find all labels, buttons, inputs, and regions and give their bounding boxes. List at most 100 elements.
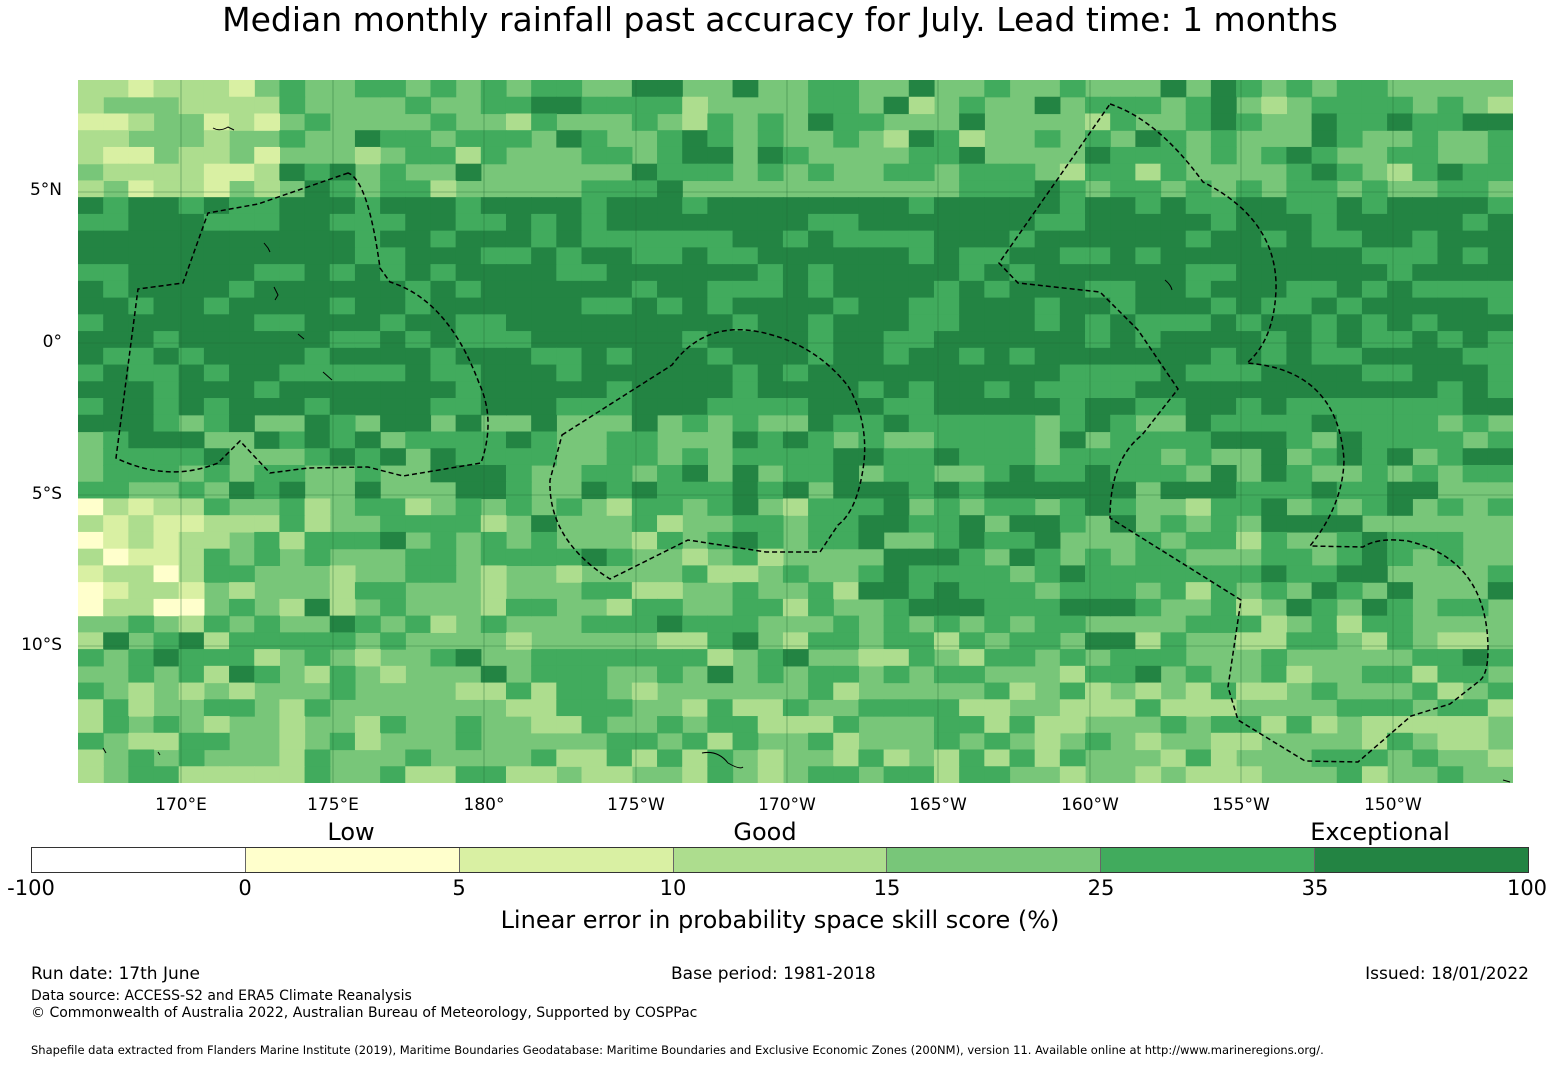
skill-cell bbox=[1185, 749, 1212, 767]
skill-cell bbox=[581, 247, 608, 265]
skill-cell bbox=[1034, 347, 1061, 366]
skill-cell bbox=[455, 347, 482, 366]
skill-cell bbox=[1085, 481, 1111, 500]
skill-cell bbox=[1286, 80, 1313, 98]
skill-cell bbox=[933, 414, 960, 433]
skill-cell bbox=[455, 331, 482, 349]
skill-cell bbox=[405, 766, 432, 783]
skill-cell bbox=[933, 766, 960, 783]
skill-cell bbox=[380, 515, 406, 533]
skill-cell bbox=[1387, 197, 1413, 215]
skill-cell bbox=[430, 230, 457, 248]
skill-cell bbox=[631, 280, 658, 299]
skill-cell bbox=[1336, 565, 1363, 583]
skill-cell bbox=[757, 146, 784, 165]
skill-cell bbox=[732, 548, 759, 567]
skill-cell bbox=[1110, 297, 1136, 315]
skill-cell bbox=[304, 531, 331, 550]
skill-cell bbox=[480, 766, 507, 783]
skill-cell bbox=[883, 280, 910, 299]
skill-cell bbox=[556, 498, 583, 516]
skill-cell bbox=[153, 582, 180, 600]
skill-cell bbox=[1135, 197, 1162, 215]
skill-cell bbox=[1487, 247, 1513, 265]
skill-cell bbox=[304, 749, 331, 767]
skill-cell bbox=[128, 163, 155, 182]
skill-cell bbox=[430, 649, 457, 667]
lon-label-155w: 155°W bbox=[1212, 795, 1270, 815]
skill-cell bbox=[858, 398, 885, 416]
skill-cell bbox=[1361, 565, 1388, 583]
skill-cell bbox=[556, 280, 583, 299]
skill-cell bbox=[455, 280, 482, 299]
skill-cell bbox=[103, 398, 129, 416]
skill-cell bbox=[1437, 96, 1464, 115]
skill-cell bbox=[128, 665, 155, 684]
skill-cell bbox=[858, 230, 885, 248]
skill-cell bbox=[229, 213, 255, 232]
skill-cell bbox=[1210, 766, 1237, 783]
skill-cell bbox=[354, 582, 381, 600]
skill-cell bbox=[78, 314, 104, 332]
skill-cell bbox=[178, 331, 205, 349]
skill-cell bbox=[1236, 632, 1262, 650]
skill-cell bbox=[657, 364, 683, 382]
skill-cell bbox=[354, 331, 381, 349]
skill-cell bbox=[933, 398, 960, 416]
skill-cell bbox=[1009, 230, 1036, 248]
skill-cell bbox=[556, 314, 583, 332]
skill-cell bbox=[1437, 297, 1464, 315]
skill-cell bbox=[78, 230, 104, 248]
skill-cell bbox=[757, 431, 784, 449]
skill-cell bbox=[203, 80, 230, 98]
skill-cell bbox=[1085, 448, 1111, 466]
skill-cell bbox=[1487, 464, 1513, 483]
skill-cell bbox=[1236, 716, 1262, 734]
skill-cell bbox=[1185, 615, 1212, 633]
skill-cell bbox=[1336, 96, 1363, 115]
skill-cell bbox=[1311, 498, 1338, 516]
skill-cell bbox=[1236, 598, 1262, 617]
skill-cell bbox=[858, 448, 885, 466]
skill-cell bbox=[203, 230, 230, 248]
skill-cell bbox=[959, 716, 985, 734]
skill-cell bbox=[1487, 163, 1513, 182]
skill-cell bbox=[279, 766, 306, 783]
skill-cell bbox=[631, 414, 658, 433]
skill-cell bbox=[858, 297, 885, 315]
skill-cell bbox=[1185, 331, 1212, 349]
skill-cell bbox=[380, 297, 406, 315]
skill-cell bbox=[808, 398, 834, 416]
skill-cell bbox=[103, 197, 129, 215]
skill-cell bbox=[1034, 197, 1061, 215]
skill-cell bbox=[1034, 96, 1061, 115]
skill-cell bbox=[1185, 531, 1212, 550]
skill-cell bbox=[153, 331, 180, 349]
lon-label-170e: 170°E bbox=[155, 795, 207, 815]
skill-cell bbox=[1210, 498, 1237, 516]
skill-cell bbox=[1085, 130, 1111, 148]
skill-cell bbox=[153, 464, 180, 483]
skill-cell bbox=[203, 515, 230, 533]
skill-cell bbox=[354, 264, 381, 282]
skill-cell bbox=[203, 331, 230, 349]
skill-cell bbox=[505, 230, 532, 248]
skill-cell bbox=[581, 749, 608, 767]
skill-cell bbox=[757, 364, 784, 382]
skill-cell bbox=[1085, 247, 1111, 265]
skill-cell bbox=[732, 632, 759, 650]
skill-cell bbox=[455, 364, 482, 382]
skill-cell bbox=[254, 464, 281, 483]
skill-cell bbox=[329, 331, 356, 349]
skill-cell bbox=[103, 364, 129, 382]
skill-cell bbox=[959, 582, 985, 600]
skill-cell bbox=[380, 498, 406, 516]
skill-cell bbox=[933, 716, 960, 734]
skill-cell bbox=[1110, 665, 1136, 684]
skill-cell bbox=[883, 665, 910, 684]
skill-cell bbox=[1160, 264, 1187, 282]
skill-cell bbox=[657, 632, 683, 650]
skill-cell bbox=[531, 548, 557, 567]
skill-cell bbox=[1437, 398, 1464, 416]
skill-cell bbox=[1311, 197, 1338, 215]
